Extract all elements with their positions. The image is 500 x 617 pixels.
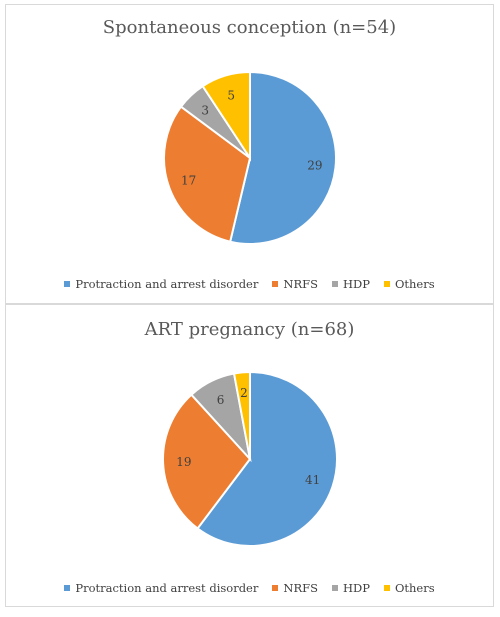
legend: Protraction and arrest disorder NRFS HDP… <box>6 581 493 595</box>
pie-chart-spontaneous: 29 17 3 5 <box>163 70 337 245</box>
legend-label-nrfs: NRFS <box>283 581 318 595</box>
pie-slice-others <box>201 70 251 162</box>
pie-chart-art: 41 19 6 2 <box>162 370 338 547</box>
legend-item-protraction: Protraction and arrest disorder <box>64 277 258 291</box>
legend-swatch-others <box>383 585 390 591</box>
legend-item-protraction: Protraction and arrest disorder <box>64 581 258 595</box>
pie-slice-others <box>232 370 251 460</box>
pie-slice-nrfs <box>162 393 252 530</box>
chart-panel-spontaneous: Spontaneous conception (n=54) 29 17 3 5 Pro… <box>5 4 494 304</box>
data-label-protraction: 41 <box>305 473 320 487</box>
data-label-nrfs: 19 <box>176 455 191 469</box>
data-label-hdp: 3 <box>201 103 209 117</box>
legend-swatch-others <box>383 281 390 287</box>
legend-label-hdp: HDP <box>342 581 370 595</box>
data-label-protraction: 29 <box>307 159 322 173</box>
legend-item-hdp: HDP <box>331 581 370 595</box>
legend-label-others: Others <box>394 277 435 291</box>
legend-label-others: Others <box>394 581 435 595</box>
data-label-nrfs: 17 <box>181 173 196 187</box>
legend-item-hdp: HDP <box>331 277 370 291</box>
legend-swatch-nrfs <box>272 281 279 287</box>
legend-item-others: Others <box>383 581 435 595</box>
legend-swatch-nrfs <box>272 585 279 591</box>
legend-swatch-protraction <box>64 585 71 591</box>
legend-item-others: Others <box>383 277 435 291</box>
data-label-others: 5 <box>227 88 235 102</box>
legend-swatch-hdp <box>331 281 338 287</box>
pie-slice-nrfs <box>163 105 252 243</box>
legend-label-protraction: Protraction and arrest disorder <box>75 581 259 595</box>
pie-slice-protraction <box>196 370 338 547</box>
legend-item-nrfs: NRFS <box>272 581 318 595</box>
pie-slice-protraction <box>228 70 337 245</box>
legend-label-nrfs: NRFS <box>283 277 318 291</box>
legend: Protraction and arrest disorder NRFS HDP… <box>6 277 493 291</box>
chart-title: Spontaneous conception (n=54) <box>102 17 397 38</box>
legend-label-hdp: HDP <box>342 277 370 291</box>
legend-label-protraction: Protraction and arrest disorder <box>75 277 259 291</box>
chart-title: ART pregnancy (n=68) <box>144 319 355 340</box>
legend-item-nrfs: NRFS <box>272 277 318 291</box>
chart-panel-art: ART pregnancy (n=68) 41 19 6 2 Protraction … <box>5 304 494 607</box>
legend-swatch-protraction <box>64 281 71 287</box>
legend-swatch-hdp <box>331 585 338 591</box>
data-label-hdp: 6 <box>217 393 225 407</box>
data-label-others: 2 <box>240 386 248 400</box>
